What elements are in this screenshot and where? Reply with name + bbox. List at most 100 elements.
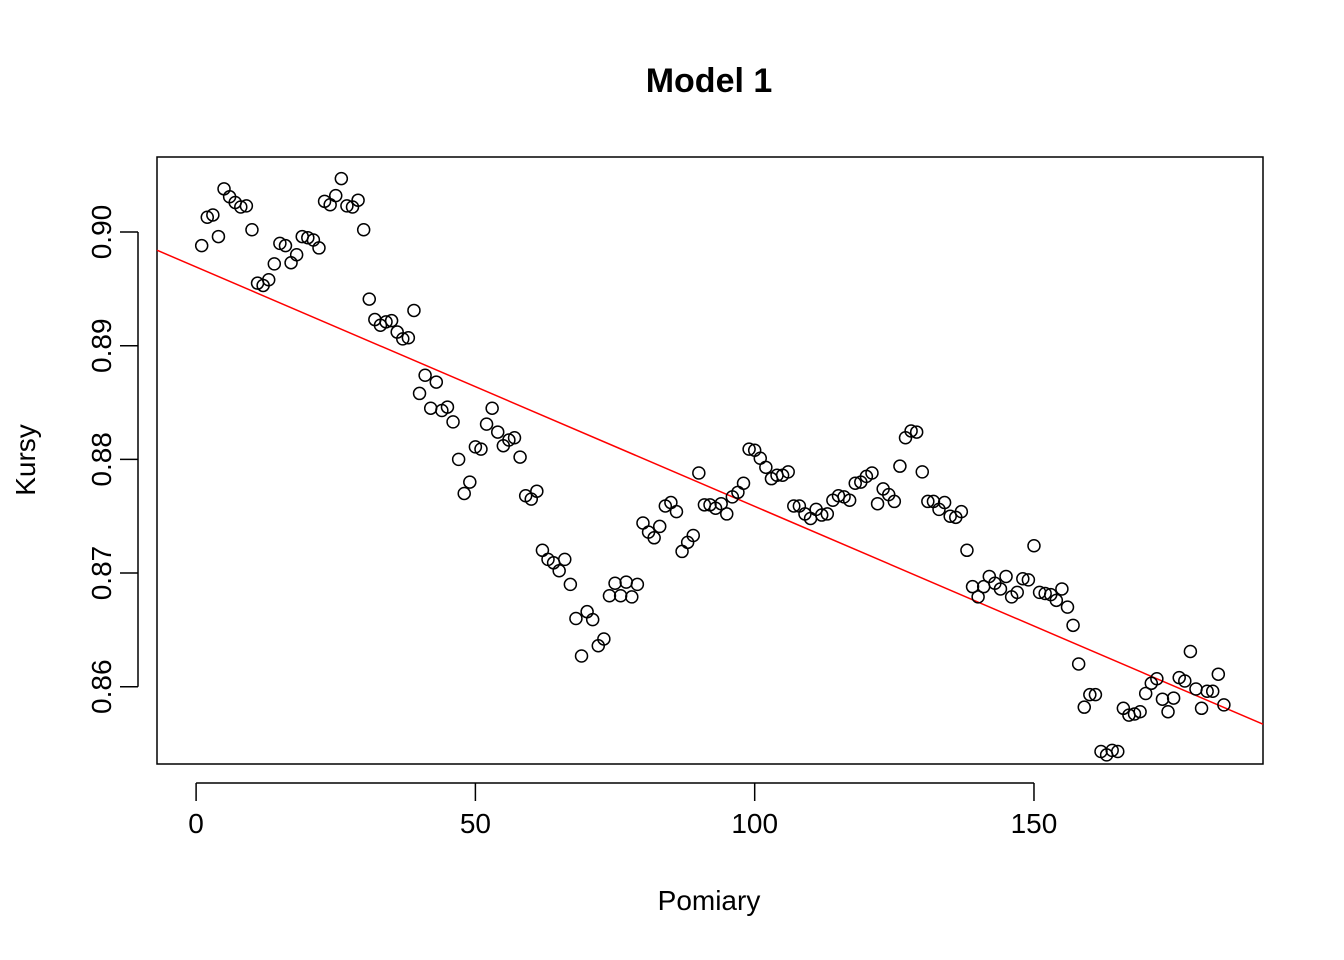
- data-point: [1155, 692, 1170, 706]
- data-point: [569, 611, 583, 626]
- data-point: [636, 516, 650, 530]
- y-tick-label: 0.88: [86, 432, 117, 487]
- data-point: [401, 330, 416, 345]
- regression-line: [156, 249, 1264, 725]
- data-point: [412, 386, 427, 401]
- data-point: [960, 543, 974, 558]
- data-point: [278, 238, 293, 253]
- data-point: [1105, 743, 1119, 758]
- data-point: [993, 582, 1008, 596]
- data-point: [574, 649, 589, 663]
- data-point: [1066, 618, 1080, 633]
- data-point: [513, 450, 527, 464]
- data-point: [937, 495, 952, 510]
- data-point: [245, 222, 259, 237]
- data-point: [1211, 667, 1226, 681]
- data-point: [334, 171, 349, 186]
- data-point: [558, 552, 572, 567]
- data-point: [1194, 701, 1209, 716]
- data-point: [669, 504, 684, 519]
- data-point: [686, 528, 700, 543]
- data-point: [457, 486, 471, 501]
- data-point: [563, 577, 578, 592]
- data-point: [909, 425, 924, 439]
- data-point: [742, 442, 756, 456]
- data-point: [865, 466, 879, 480]
- points-layer: [194, 171, 1231, 762]
- data-point: [585, 612, 600, 627]
- data-point: [396, 332, 410, 346]
- y-tick-label: 0.87: [86, 546, 117, 601]
- data-point: [602, 589, 617, 603]
- data-point: [490, 425, 505, 439]
- data-point: [1021, 573, 1036, 587]
- data-point: [999, 569, 1013, 584]
- data-point: [418, 368, 432, 382]
- data-point: [1038, 586, 1052, 601]
- data-point: [289, 248, 304, 262]
- data-point: [625, 590, 639, 604]
- y-tick-label: 0.89: [86, 318, 117, 373]
- data-point: [407, 303, 421, 318]
- data-point: [619, 575, 633, 589]
- data-point: [1217, 698, 1231, 712]
- data-point: [647, 531, 661, 545]
- data-point: [1166, 691, 1181, 705]
- data-point: [921, 494, 935, 509]
- x-tick-label: 100: [731, 808, 778, 839]
- plot-frame: [156, 156, 1264, 765]
- y-tick-label: 0.90: [86, 205, 117, 259]
- data-point: [530, 484, 544, 498]
- data-point: [814, 508, 829, 522]
- data-point: [1183, 644, 1198, 659]
- data-point: [893, 459, 907, 473]
- data-point: [261, 273, 276, 287]
- data-point: [485, 401, 499, 415]
- data-point: [1200, 684, 1214, 699]
- data-point: [1178, 674, 1192, 688]
- data-point: [1027, 539, 1041, 553]
- data-point: [1189, 682, 1203, 696]
- data-point: [1111, 744, 1125, 759]
- y-axis: 0.86 0.87 0.88 0.89 0.90: [86, 205, 139, 714]
- data-point: [267, 257, 282, 271]
- data-point: [379, 315, 393, 329]
- data-point: [915, 465, 930, 479]
- data-point: [552, 564, 566, 578]
- data-point: [736, 476, 751, 490]
- data-point: [943, 509, 957, 523]
- data-point: [423, 401, 438, 415]
- data-point: [1083, 687, 1097, 702]
- data-point: [535, 543, 550, 558]
- data-point: [1205, 684, 1220, 699]
- x-axis-label: Pomiary: [658, 885, 761, 916]
- data-point: [356, 222, 371, 237]
- data-point: [1133, 704, 1147, 719]
- data-point: [904, 424, 918, 438]
- x-tick-label: 0: [188, 808, 204, 839]
- data-point: [234, 200, 248, 214]
- data-point: [1150, 671, 1164, 686]
- x-axis: 0 50 100 150: [188, 782, 1057, 839]
- data-point: [848, 476, 862, 490]
- data-point: [451, 452, 466, 467]
- data-point: [965, 579, 980, 594]
- data-point: [429, 375, 444, 389]
- data-point: [613, 589, 628, 603]
- data-point: [1161, 704, 1175, 719]
- data-point: [1049, 593, 1064, 608]
- data-point: [787, 499, 801, 513]
- data-point: [720, 507, 734, 521]
- data-point: [692, 466, 706, 480]
- data-point: [971, 590, 985, 604]
- data-point: [597, 632, 611, 646]
- data-point: [831, 488, 846, 503]
- data-point: [384, 313, 399, 328]
- data-point: [479, 417, 494, 431]
- data-point: [206, 208, 220, 222]
- data-point: [1016, 571, 1030, 586]
- data-point: [1077, 700, 1092, 714]
- y-tick-label: 0.86: [86, 659, 117, 714]
- data-point: [312, 241, 326, 255]
